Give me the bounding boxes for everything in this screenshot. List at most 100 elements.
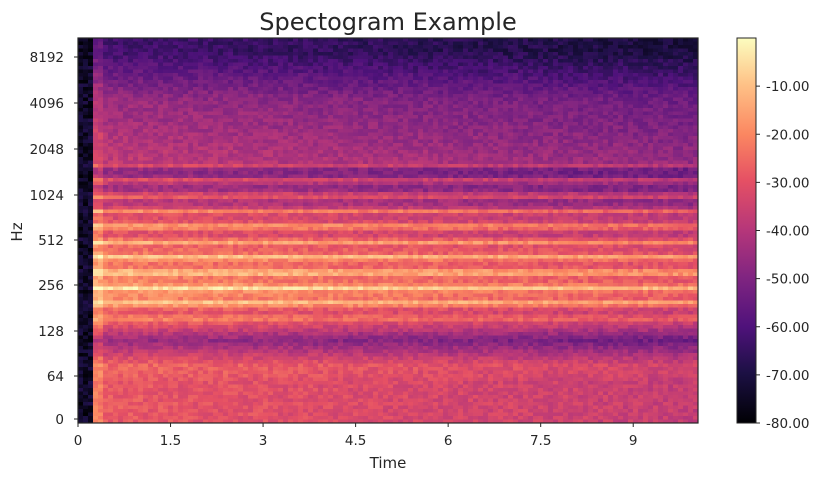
heatmap-cell xyxy=(553,171,559,175)
heatmap-cell xyxy=(263,104,269,109)
heatmap-cell xyxy=(438,80,444,84)
heatmap-cell xyxy=(138,139,144,144)
heatmap-cell xyxy=(113,178,119,182)
heatmap-cell xyxy=(548,111,554,116)
heatmap-cell xyxy=(648,94,654,98)
heatmap-cell xyxy=(483,80,489,84)
heatmap-cell xyxy=(288,146,294,151)
heatmap-cell xyxy=(173,160,179,165)
heatmap-cell xyxy=(483,115,489,119)
heatmap-cell xyxy=(428,153,434,158)
heatmap-cell xyxy=(648,69,654,74)
heatmap-cell xyxy=(263,69,269,74)
heatmap-cell xyxy=(683,41,689,46)
heatmap-cell xyxy=(163,80,169,84)
heatmap-cell xyxy=(398,55,404,60)
heatmap-cell xyxy=(358,83,364,88)
heatmap-cell xyxy=(288,62,294,67)
heatmap-cell xyxy=(693,111,699,116)
heatmap-cell xyxy=(283,146,289,151)
heatmap-cell xyxy=(163,167,169,172)
heatmap-cell xyxy=(503,90,509,95)
heatmap-cell xyxy=(268,150,274,154)
heatmap-cell xyxy=(478,164,484,168)
heatmap-cell xyxy=(128,41,134,46)
heatmap-cell xyxy=(588,38,594,42)
heatmap-cell xyxy=(163,76,169,81)
heatmap-cell xyxy=(238,164,244,168)
heatmap-cell xyxy=(303,80,309,84)
heatmap-cell xyxy=(123,48,129,53)
heatmap-cell xyxy=(648,167,654,172)
heatmap-cell xyxy=(148,83,154,88)
heatmap-cell xyxy=(303,41,309,46)
heatmap-cell xyxy=(503,143,509,147)
heatmap-cell xyxy=(588,101,594,105)
heatmap-cell xyxy=(233,160,239,165)
heatmap-cell xyxy=(508,146,514,151)
heatmap-cell xyxy=(378,118,384,123)
heatmap-cell xyxy=(338,108,344,112)
heatmap-cell xyxy=(173,143,179,147)
heatmap-cell xyxy=(333,101,339,105)
heatmap-cell xyxy=(583,164,589,168)
heatmap-cell xyxy=(438,136,444,140)
heatmap-cell xyxy=(613,118,619,123)
heatmap-cell xyxy=(528,118,534,123)
heatmap-cell xyxy=(333,115,339,119)
heatmap-cell xyxy=(418,80,424,84)
heatmap-cell xyxy=(183,160,189,165)
heatmap-cell xyxy=(103,153,109,158)
heatmap-cell xyxy=(148,122,154,126)
heatmap-cell xyxy=(393,132,399,137)
heatmap-cell xyxy=(113,52,119,56)
heatmap-cell xyxy=(383,59,389,63)
heatmap-cell xyxy=(598,62,604,67)
heatmap-cell xyxy=(508,87,514,91)
heatmap-cell xyxy=(133,178,139,182)
heatmap-cell xyxy=(543,83,549,88)
heatmap-cell xyxy=(648,62,654,67)
heatmap-cell xyxy=(113,164,119,168)
heatmap-cell xyxy=(413,167,419,172)
heatmap-cell xyxy=(183,94,189,98)
heatmap-cell xyxy=(458,87,464,91)
heatmap-cell xyxy=(583,52,589,56)
heatmap-cell xyxy=(133,90,139,95)
heatmap-cell xyxy=(408,87,414,91)
heatmap-cell xyxy=(318,122,324,126)
heatmap-cell xyxy=(353,69,359,74)
heatmap-cell xyxy=(523,171,529,175)
heatmap-cell xyxy=(263,111,269,116)
heatmap-cell xyxy=(343,167,349,172)
heatmap-cell xyxy=(258,118,264,123)
heatmap-cell xyxy=(683,80,689,84)
heatmap-cell xyxy=(673,115,679,119)
heatmap-cell xyxy=(433,83,439,88)
heatmap-cell xyxy=(503,125,509,130)
heatmap-cell xyxy=(433,48,439,53)
heatmap-cell xyxy=(433,136,439,140)
heatmap-cell xyxy=(648,66,654,70)
heatmap-cell xyxy=(603,94,609,98)
heatmap-cell xyxy=(248,146,254,151)
heatmap-cell xyxy=(278,101,284,105)
heatmap-cell xyxy=(268,122,274,126)
heatmap-cell xyxy=(513,59,519,63)
heatmap-cell xyxy=(398,122,404,126)
heatmap-cell xyxy=(158,171,164,175)
heatmap-cell xyxy=(473,171,479,175)
heatmap-cell xyxy=(678,101,684,105)
heatmap-cell xyxy=(458,157,464,161)
heatmap-cell xyxy=(323,76,329,81)
heatmap-cell xyxy=(573,160,579,165)
heatmap-cell xyxy=(618,94,624,98)
heatmap-cell xyxy=(463,38,469,42)
heatmap-cell xyxy=(378,136,384,140)
heatmap-cell xyxy=(648,146,654,151)
heatmap-cell xyxy=(593,66,599,70)
heatmap-cell xyxy=(633,38,639,42)
heatmap-cell xyxy=(153,174,159,179)
heatmap-cell xyxy=(483,83,489,88)
heatmap-cell xyxy=(108,41,114,46)
